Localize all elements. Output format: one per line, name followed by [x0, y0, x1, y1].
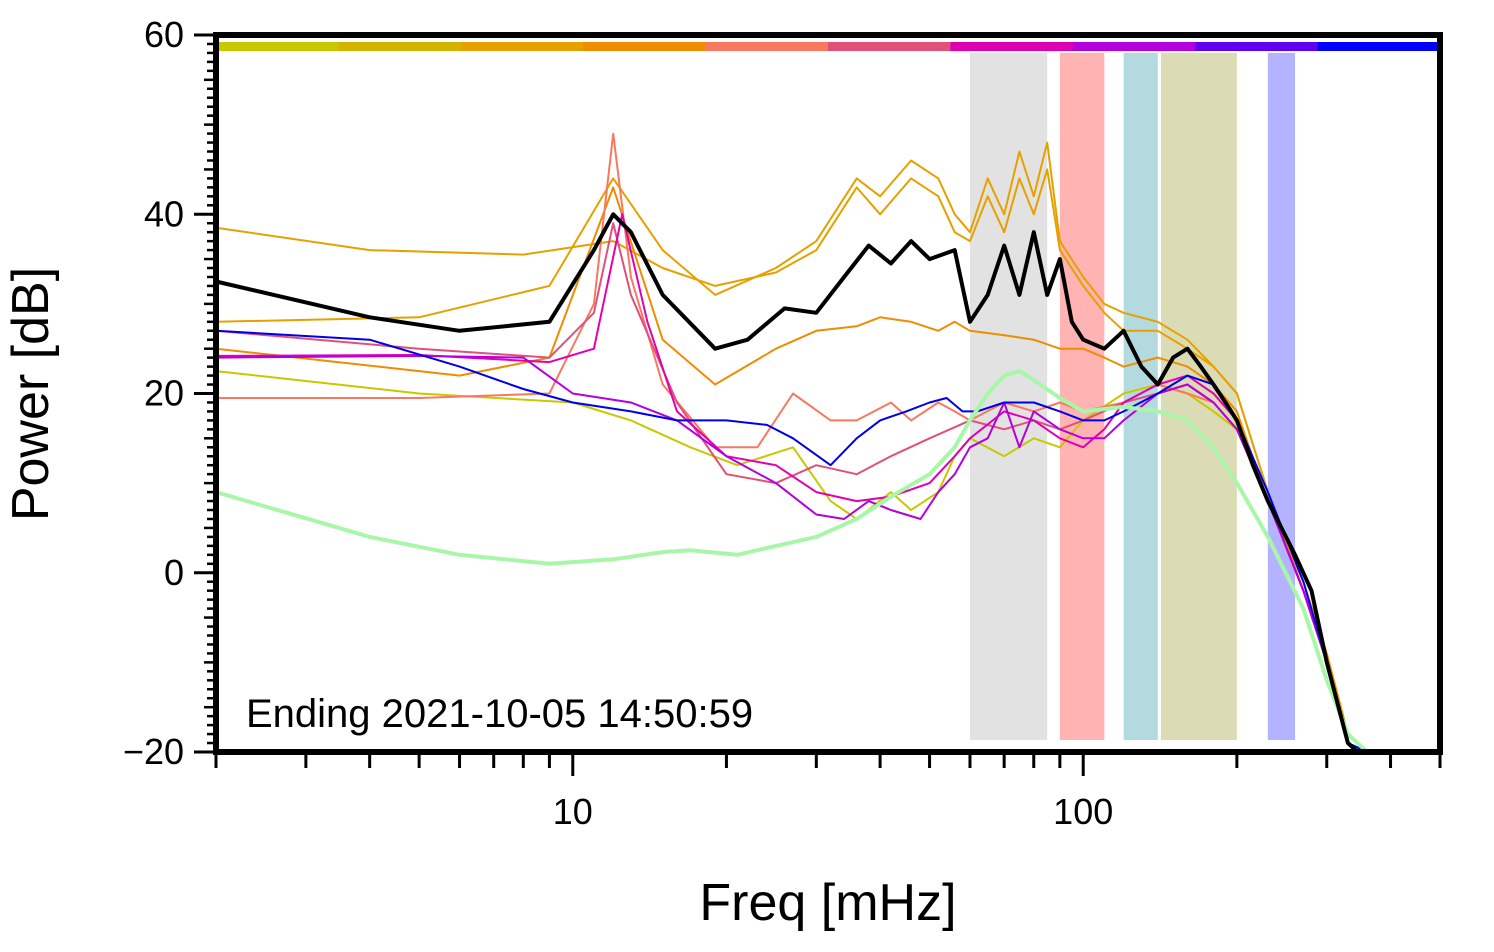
y-tick-label: −20	[123, 731, 184, 772]
x-tick-label: 10	[553, 791, 593, 832]
y-tick-label: 0	[164, 552, 184, 593]
color-bar-segment-9	[1195, 42, 1319, 51]
color-bar-segment-4	[583, 42, 707, 51]
series-median-line	[214, 212, 1360, 754]
y-tick-label: 40	[144, 193, 184, 234]
color-bar-segment-5	[705, 42, 829, 51]
color-bar-segment-7	[950, 42, 1074, 51]
frequency-band-5	[1267, 53, 1296, 740]
color-bar-segment-3	[460, 42, 584, 51]
color-bar-segment-8	[1072, 42, 1196, 51]
y-axis-title: Power [dB]	[2, 267, 60, 521]
series-line-2	[215, 141, 1369, 753]
y-tick-label: 20	[144, 373, 184, 414]
color-bar-segment-1	[216, 42, 339, 51]
color-bar-segment-2	[338, 42, 462, 51]
x-axis-title: Freq [mHz]	[699, 874, 956, 932]
chart-annotation: Ending 2021-10-05 14:50:59	[246, 692, 753, 736]
frequency-band-1	[969, 53, 1048, 740]
series-line-10	[214, 369, 1370, 754]
color-bar-segment-10	[1317, 42, 1441, 51]
x-tick-label: 100	[1053, 791, 1113, 832]
series-line-8	[215, 354, 1369, 753]
x-axis-ticks: 10 100	[214, 752, 1442, 832]
series-line-3	[215, 186, 1369, 753]
color-bar	[216, 42, 1441, 51]
frequency-bands	[969, 53, 1296, 740]
frequency-band-2	[1059, 53, 1105, 740]
color-bar-segment-6	[828, 42, 951, 51]
spectrum-series	[214, 132, 1370, 754]
y-tick-label: 60	[144, 14, 184, 55]
y-axis-ticks: −20 0 20 40 60	[123, 14, 216, 772]
plot-frame	[213, 32, 1443, 755]
